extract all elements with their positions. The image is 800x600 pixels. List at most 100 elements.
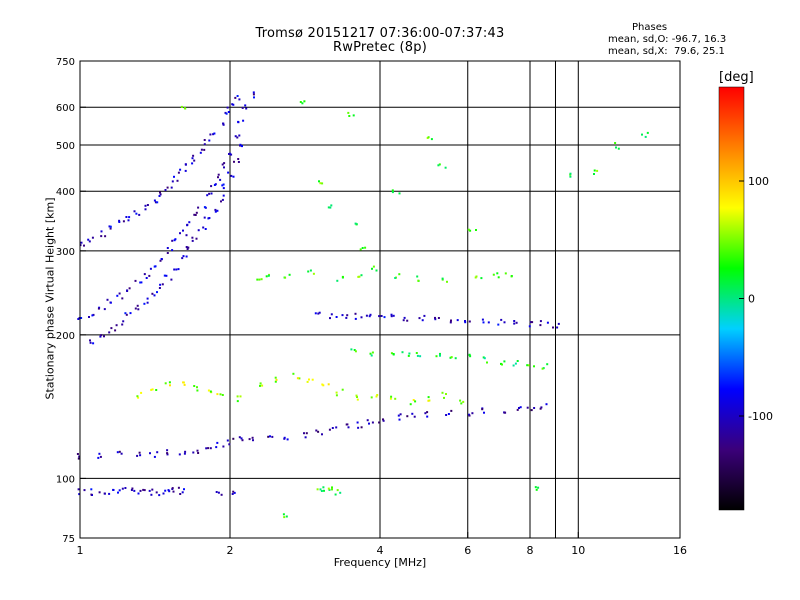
echo-point xyxy=(241,439,244,442)
echo-point xyxy=(221,198,224,201)
echo-point xyxy=(274,380,277,383)
echo-point xyxy=(516,408,519,411)
echo-point xyxy=(358,275,361,278)
echo-point xyxy=(203,206,206,209)
echo-point xyxy=(197,229,200,232)
echo-point xyxy=(134,307,137,310)
echo-point xyxy=(217,176,219,179)
echo-point xyxy=(154,201,157,204)
colorbar-unit-label: [deg] xyxy=(719,70,754,85)
echo-point xyxy=(411,412,414,415)
echo-point xyxy=(303,432,305,435)
echo-point xyxy=(108,492,111,495)
echo-point xyxy=(312,272,315,275)
echo-point xyxy=(321,433,323,436)
echo-point xyxy=(450,319,452,322)
echo-point xyxy=(178,453,181,456)
echo-point xyxy=(191,162,194,165)
echo-point xyxy=(445,414,448,416)
echo-point xyxy=(274,376,277,379)
echo-point xyxy=(347,111,350,114)
echo-point xyxy=(258,278,261,281)
echo-point xyxy=(192,154,195,157)
echo-point xyxy=(482,321,485,324)
echo-point xyxy=(173,239,176,242)
echo-point xyxy=(208,217,211,219)
echo-point xyxy=(196,449,199,452)
echo-point xyxy=(144,204,147,207)
echo-point xyxy=(439,354,441,357)
echo-point xyxy=(125,313,128,316)
echo-point xyxy=(92,342,95,345)
echo-point xyxy=(186,248,189,250)
echo-point xyxy=(180,105,183,108)
echo-point xyxy=(209,447,212,450)
echo-point xyxy=(108,225,111,228)
echo-point xyxy=(545,403,548,406)
echo-point xyxy=(441,277,444,280)
echo-point xyxy=(116,451,119,454)
echo-point xyxy=(118,292,121,295)
echo-point xyxy=(106,298,109,301)
echo-point xyxy=(378,315,381,318)
echo-point xyxy=(217,173,220,176)
echo-point xyxy=(439,352,441,355)
echo-point xyxy=(185,234,188,237)
echo-point xyxy=(90,493,93,496)
echo-point xyxy=(398,418,401,421)
echo-point xyxy=(188,221,191,224)
echo-point xyxy=(114,329,117,332)
echo-point xyxy=(233,160,235,163)
echo-point xyxy=(438,163,441,166)
echo-point xyxy=(110,327,113,330)
echo-point xyxy=(487,321,490,324)
echo-point xyxy=(350,348,353,351)
echo-point xyxy=(206,194,209,197)
echo-point xyxy=(513,320,516,322)
echo-point xyxy=(121,487,124,490)
echo-point xyxy=(336,279,339,282)
echo-point xyxy=(146,204,149,206)
echo-point xyxy=(185,246,188,248)
echo-point xyxy=(259,382,262,385)
echo-point xyxy=(306,380,309,383)
echo-point xyxy=(252,91,255,94)
echo-point xyxy=(234,96,237,99)
echo-point xyxy=(191,236,194,239)
echo-point xyxy=(103,335,105,338)
echo-point xyxy=(251,436,254,439)
echo-point xyxy=(195,211,198,214)
echo-point xyxy=(121,297,124,300)
echo-point xyxy=(144,208,147,211)
echo-point xyxy=(241,106,244,109)
echo-point xyxy=(401,351,404,354)
echo-point xyxy=(173,175,175,178)
echo-point xyxy=(248,438,251,441)
echo-point xyxy=(163,274,166,277)
echo-point xyxy=(115,324,118,327)
echo-point xyxy=(418,317,421,320)
echo-point xyxy=(311,378,314,381)
echo-point xyxy=(166,452,169,455)
echo-point xyxy=(357,426,360,429)
echo-point xyxy=(182,255,185,258)
echo-point xyxy=(389,397,392,400)
echo-point xyxy=(133,210,136,213)
echo-point xyxy=(482,356,485,359)
colorbar-tick-label: -100 xyxy=(748,410,773,423)
y-tick-label: 600 xyxy=(56,103,75,114)
echo-point xyxy=(415,352,418,354)
echo-point xyxy=(203,216,206,219)
echo-point xyxy=(269,435,271,438)
echo-point xyxy=(331,488,333,491)
echo-point xyxy=(213,132,216,135)
echo-point xyxy=(160,258,163,260)
echo-point xyxy=(335,391,338,394)
echo-point xyxy=(286,438,289,441)
echo-point xyxy=(450,356,453,359)
echo-point xyxy=(87,238,90,241)
echo-point xyxy=(159,283,162,286)
echo-point xyxy=(205,447,208,450)
echo-point xyxy=(391,191,394,194)
echo-point xyxy=(168,381,171,384)
